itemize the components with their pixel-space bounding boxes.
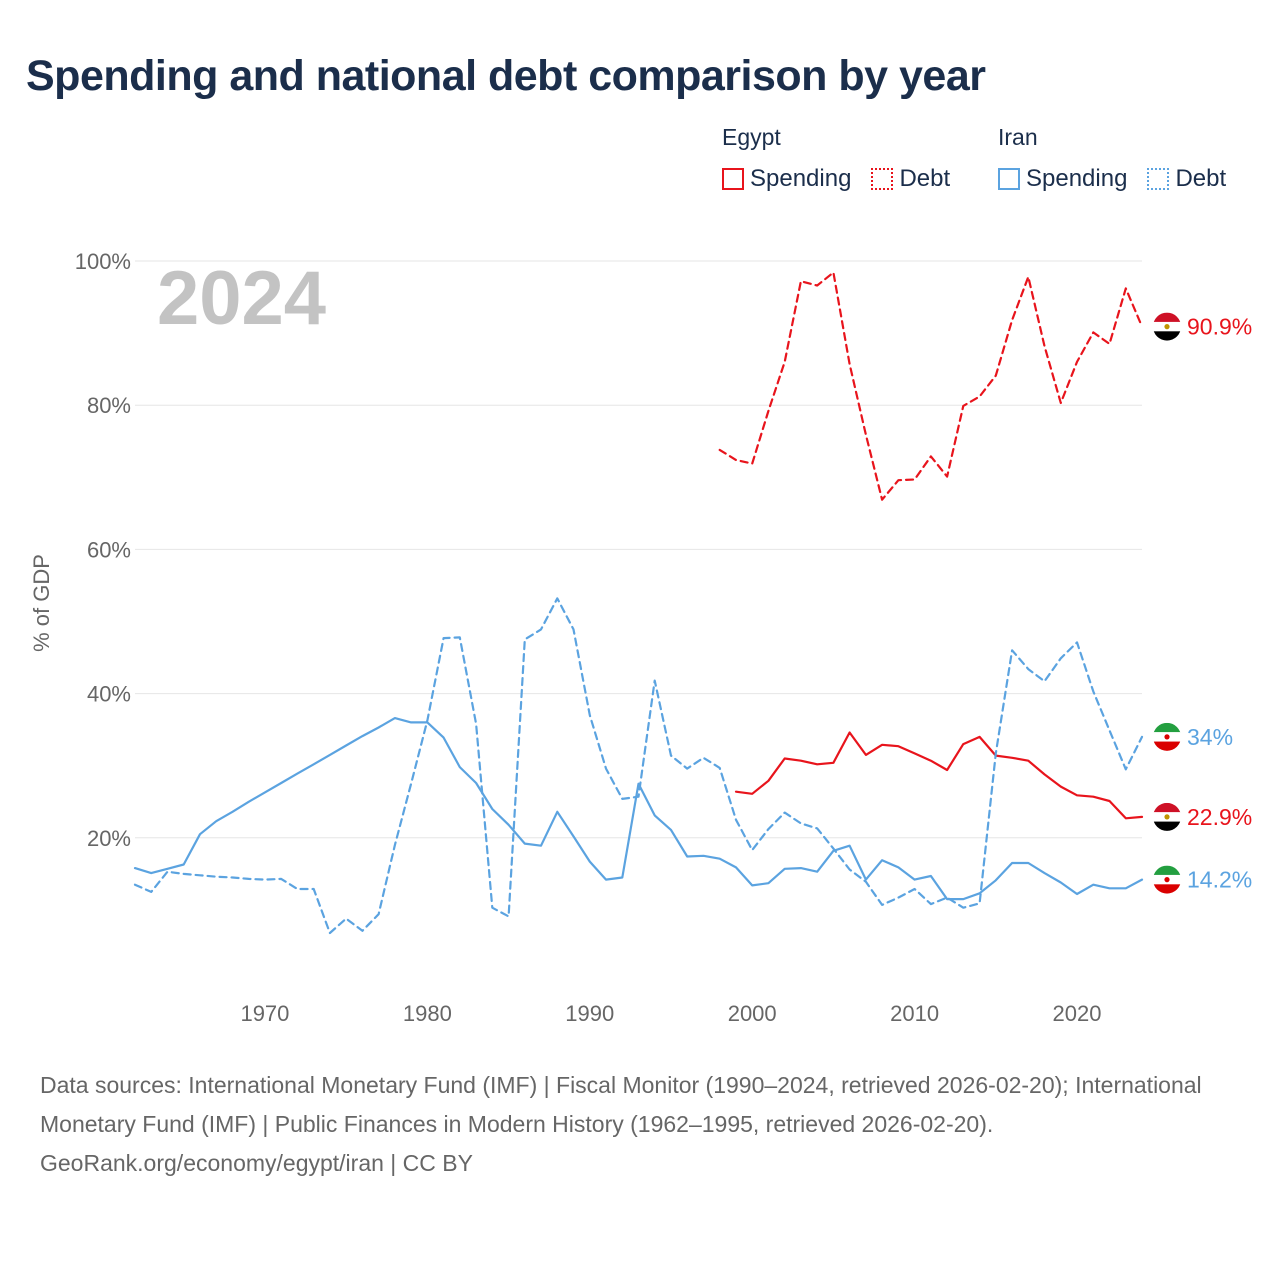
end-marker-iran: 14.2% bbox=[1153, 865, 1252, 894]
y-tick-label: 80% bbox=[87, 393, 131, 418]
series bbox=[133, 271, 1144, 935]
x-tick-label: 1990 bbox=[565, 1001, 614, 1026]
legend-swatch-dotted-icon bbox=[871, 168, 894, 190]
sources: Data sources: International Monetary Fun… bbox=[40, 1066, 1240, 1183]
legend-swatch-solid-icon bbox=[722, 168, 744, 190]
end-value-label: 14.2% bbox=[1187, 867, 1252, 893]
y-tick-label: 40% bbox=[87, 682, 131, 707]
iran-flag-icon bbox=[1153, 722, 1181, 751]
sources-link[interactable]: GeoRank.org/economy/egypt/iran | CC BY bbox=[40, 1150, 473, 1176]
egypt-flag-icon bbox=[1153, 802, 1181, 831]
end-value-label: 34% bbox=[1187, 724, 1233, 750]
series-line-iran-spending bbox=[133, 717, 1144, 901]
end-marker-egypt: 22.9% bbox=[1153, 802, 1252, 831]
legend-swatch-solid-icon bbox=[998, 168, 1020, 190]
x-tick-label: 2000 bbox=[728, 1001, 777, 1026]
legend-iran-title: Iran bbox=[998, 124, 1038, 150]
x-tick-label: 1970 bbox=[240, 1001, 289, 1026]
series-line-egypt-debt bbox=[718, 271, 1144, 501]
sources-text: Data sources: International Monetary Fun… bbox=[40, 1072, 1202, 1137]
x-tick-label: 2010 bbox=[890, 1001, 939, 1026]
legend-egypt: Egypt Spending Debt bbox=[722, 124, 950, 193]
x-tick-label: 1980 bbox=[403, 1001, 452, 1026]
legend-iran-debt[interactable]: Debt bbox=[1147, 165, 1226, 193]
x-tick-label: 2020 bbox=[1053, 1001, 1102, 1026]
end-marker-iran: 34% bbox=[1153, 722, 1233, 751]
legend-swatch-dotted-icon bbox=[1147, 168, 1170, 190]
legend-egypt-spending[interactable]: Spending bbox=[722, 165, 851, 193]
y-tick-label: 20% bbox=[87, 826, 131, 851]
line-chart: 20% 40% 60% 80% 100% 1970 1980 1990 2000 2010 202… bbox=[75, 249, 1253, 1026]
legend-label: Debt bbox=[1175, 165, 1227, 192]
year-watermark: 2024 bbox=[157, 256, 326, 341]
end-value-label: 22.9% bbox=[1187, 804, 1252, 830]
iran-flag-icon bbox=[1153, 865, 1181, 894]
chart-title: Spending and national debt comparison by… bbox=[26, 52, 986, 100]
legend-iran-spending[interactable]: Spending bbox=[998, 165, 1127, 193]
legend-iran: Iran Spending Debt bbox=[998, 124, 1226, 193]
legend-egypt-debt[interactable]: Debt bbox=[871, 165, 950, 193]
legend-label: Spending bbox=[750, 165, 852, 192]
grid bbox=[135, 260, 1142, 839]
end-markers: 90.9% 34% 22.9% 14.2% bbox=[1153, 312, 1252, 894]
legend-egypt-title: Egypt bbox=[722, 124, 781, 150]
egypt-flag-icon bbox=[1153, 312, 1181, 341]
y-tick-label: 60% bbox=[87, 537, 131, 562]
legend-label: Spending bbox=[1026, 165, 1128, 192]
legend-label: Debt bbox=[899, 165, 951, 192]
x-axis-ticks: 1970 1980 1990 2000 2010 2020 bbox=[240, 1001, 1101, 1026]
y-tick-label: 100% bbox=[75, 249, 131, 274]
end-value-label: 90.9% bbox=[1187, 314, 1252, 340]
series-line-iran-debt bbox=[133, 597, 1144, 935]
end-marker-egypt: 90.9% bbox=[1153, 312, 1252, 341]
y-axis-ticks: 20% 40% 60% 80% 100% bbox=[75, 249, 131, 851]
series-line-egypt-spending bbox=[734, 731, 1144, 820]
